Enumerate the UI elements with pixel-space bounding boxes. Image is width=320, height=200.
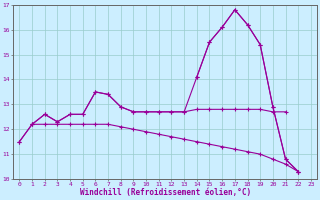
X-axis label: Windchill (Refroidissement éolien,°C): Windchill (Refroidissement éolien,°C) xyxy=(80,188,251,197)
